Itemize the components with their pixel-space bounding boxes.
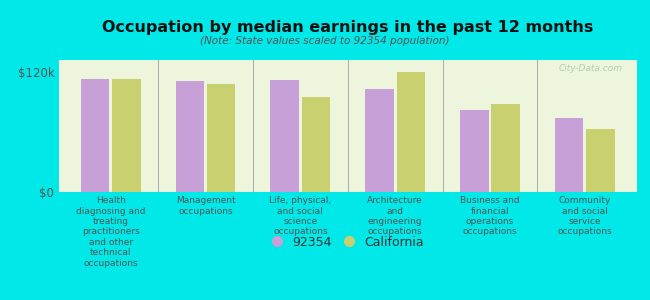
Bar — [586, 129, 615, 192]
Bar — [207, 84, 235, 192]
Text: City-Data.com: City-Data.com — [558, 64, 623, 73]
Bar — [396, 72, 425, 192]
Bar — [365, 89, 394, 192]
Text: (Note: State values scaled to 92354 population): (Note: State values scaled to 92354 popu… — [200, 35, 450, 46]
Bar — [112, 79, 140, 192]
Bar — [81, 79, 109, 192]
Title: Occupation by median earnings in the past 12 months: Occupation by median earnings in the pas… — [102, 20, 593, 35]
Bar — [302, 97, 330, 192]
Bar — [555, 118, 584, 192]
Bar — [176, 81, 204, 192]
Legend: 92354, California: 92354, California — [267, 231, 428, 254]
Bar — [491, 104, 520, 192]
Bar — [270, 80, 299, 192]
Bar — [460, 110, 489, 192]
